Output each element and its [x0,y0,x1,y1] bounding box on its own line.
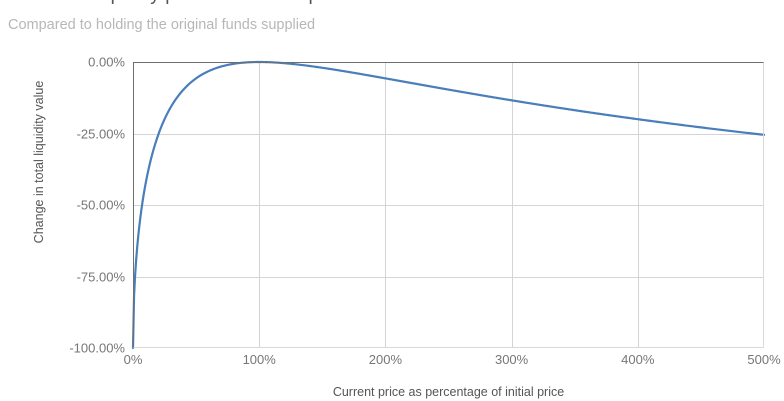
gridline-vertical [385,62,387,348]
plot-area [133,62,764,348]
x-tick-label: 0% [123,352,143,367]
y-tick-label: -100.00% [69,340,125,356]
y-tick-label: -75.00% [76,269,125,284]
gridline-vertical [511,62,513,348]
x-axis-title: Current price as percentage of initial p… [332,385,565,399]
x-axis-tick-labels: 0% 100% 200% 300% 400% 500% [124,352,781,374]
x-tick-label: 100% [242,352,276,367]
chart-subtitle: Compared to holding the original funds s… [8,17,316,33]
chart-title: Losses to liquidity providers due to pri… [8,0,428,6]
gridline-horizontal [133,205,764,206]
y-tick-label: 0.00% [88,54,125,70]
x-tick-label: 300% [494,352,529,367]
series-layer [133,62,764,348]
y-tick-label: -50.00% [76,197,125,213]
y-tick-label: -25.00% [76,126,125,141]
gridline-horizontal [133,133,764,135]
x-tick-label: 200% [368,352,403,367]
x-tick-label: 400% [621,352,655,367]
gridline-vertical [637,62,639,348]
gridline-vertical [259,62,261,348]
y-axis-tick-labels: 0.00% -25.00% -50.00% -75.00% -100.00% [0,55,125,356]
gridline-horizontal [133,276,764,278]
line-series-impermanent-loss [133,62,764,348]
x-tick-label: 500% [747,352,781,367]
